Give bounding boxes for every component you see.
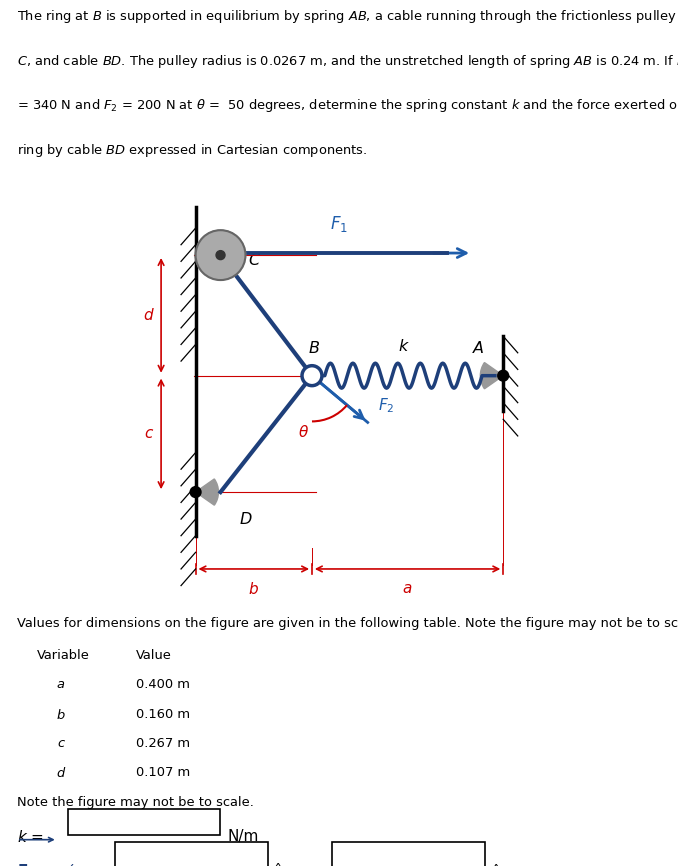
Circle shape <box>216 250 225 260</box>
Text: = 340 N and $F_2$ = 200 N at $\theta$ =  50 degrees, determine the spring consta: = 340 N and $F_2$ = 200 N at $\theta$ = … <box>17 98 678 114</box>
FancyBboxPatch shape <box>68 809 220 836</box>
Text: $c$: $c$ <box>144 426 154 442</box>
Text: Value: Value <box>136 649 172 662</box>
Text: $F_2$: $F_2$ <box>378 396 395 415</box>
Circle shape <box>191 487 201 497</box>
Text: 0.160 m: 0.160 m <box>136 708 190 721</box>
Text: $d$: $d$ <box>56 766 66 780</box>
Wedge shape <box>195 479 218 505</box>
Text: Variable: Variable <box>37 649 90 662</box>
Text: $a$: $a$ <box>56 678 66 691</box>
Text: $\mathbf{F}_{BD}$ = (: $\mathbf{F}_{BD}$ = ( <box>17 863 75 866</box>
Text: $k$ =: $k$ = <box>17 829 44 845</box>
Text: $\hat{\imath}$ +: $\hat{\imath}$ + <box>275 863 297 866</box>
FancyBboxPatch shape <box>332 842 485 866</box>
Text: $\theta$: $\theta$ <box>298 423 309 440</box>
Text: 0.400 m: 0.400 m <box>136 678 190 691</box>
Text: $b$: $b$ <box>56 708 66 721</box>
Text: The ring at $B$ is supported in equilibrium by spring $AB$, a cable running thro: The ring at $B$ is supported in equilibr… <box>17 8 678 25</box>
Text: $F_1$: $F_1$ <box>330 215 348 235</box>
Circle shape <box>195 230 245 280</box>
Text: $d$: $d$ <box>143 307 155 323</box>
Text: Note the figure may not be to scale.: Note the figure may not be to scale. <box>17 796 254 809</box>
Text: ring by cable $BD$ expressed in Cartesian components.: ring by cable $BD$ expressed in Cartesia… <box>17 142 367 159</box>
Text: $A$: $A$ <box>472 339 485 356</box>
Text: $\hat{\jmath}$) N: $\hat{\jmath}$) N <box>492 863 520 866</box>
Circle shape <box>498 371 508 381</box>
Text: $a$: $a$ <box>403 581 413 597</box>
Text: $B$: $B$ <box>308 339 320 356</box>
Text: $c$: $c$ <box>56 737 66 750</box>
Text: $k$: $k$ <box>397 338 410 354</box>
Text: $C$: $C$ <box>247 252 260 268</box>
Text: $D$: $D$ <box>239 511 253 527</box>
Circle shape <box>302 365 322 385</box>
FancyBboxPatch shape <box>115 842 268 866</box>
Text: Values for dimensions on the figure are given in the following table. Note the f: Values for dimensions on the figure are … <box>17 617 678 630</box>
Text: $C$, and cable $BD$. The pulley radius is 0.0267 m, and the unstretched length o: $C$, and cable $BD$. The pulley radius i… <box>17 53 678 69</box>
Text: 0.107 m: 0.107 m <box>136 766 190 779</box>
Wedge shape <box>480 363 503 389</box>
Wedge shape <box>195 242 218 268</box>
Text: 0.267 m: 0.267 m <box>136 737 190 750</box>
Text: $b$: $b$ <box>248 581 259 598</box>
Text: N/m: N/m <box>227 829 258 844</box>
